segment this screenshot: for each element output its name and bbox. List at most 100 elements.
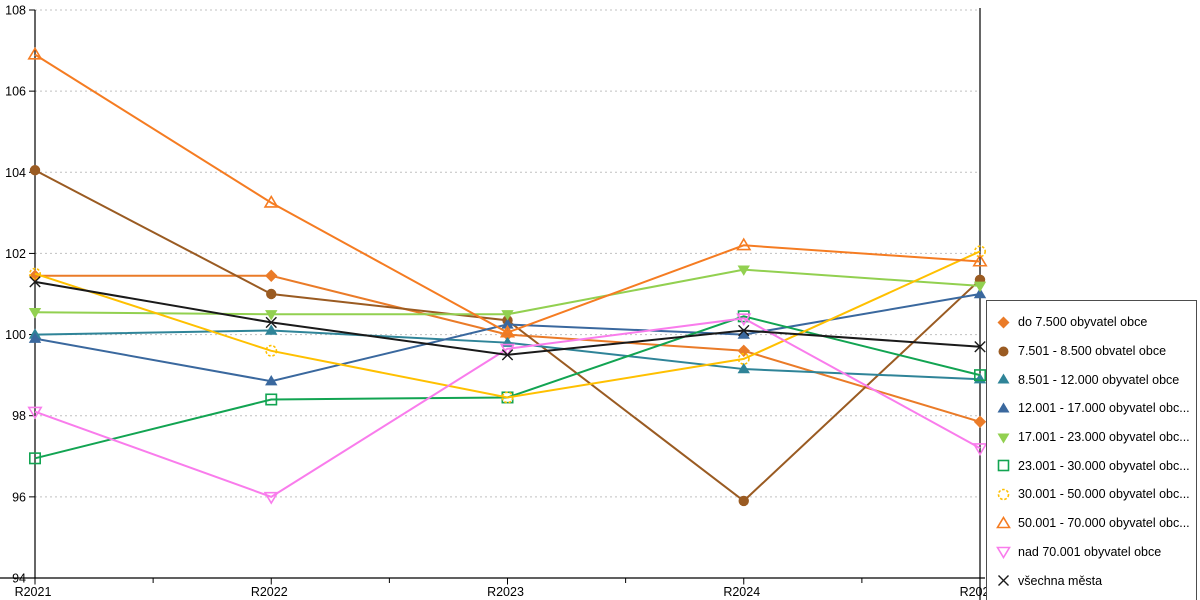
triangle-up-marker-icon — [263, 194, 279, 208]
triangle-down-marker-icon — [28, 308, 42, 319]
legend-x-icon — [998, 575, 1009, 587]
y-tick-label: 106 — [5, 85, 26, 99]
x-tick-label: R2024 — [723, 585, 760, 599]
legend-square-icon — [997, 459, 1010, 472]
triangle-up-marker-icon — [997, 402, 1010, 413]
y-tick-label: 94 — [12, 572, 26, 586]
triangle-up-marker-icon — [973, 287, 987, 299]
circle-marker-icon — [737, 352, 750, 365]
series-17-001-23-000-obyvatel-obc- — [28, 265, 987, 321]
y-tick-label: 96 — [12, 490, 26, 504]
legend-diamond-icon — [997, 316, 1010, 329]
triangle-up-marker-icon — [265, 324, 278, 335]
legend-triangle-up-icon — [997, 402, 1010, 413]
legend-item-label: 12.001 - 17.000 obyvatel obc... — [1018, 401, 1190, 416]
triangle-down-marker-icon — [972, 443, 988, 456]
triangle-up-marker-icon — [28, 332, 42, 343]
diamond-marker-icon — [997, 316, 1010, 329]
x-marker-icon — [29, 276, 41, 288]
triangle-up-marker-icon — [736, 237, 752, 251]
triangle-down-marker-icon — [265, 310, 278, 321]
square-marker-icon — [28, 452, 41, 465]
y-tick-label: 102 — [5, 247, 26, 261]
series-12-001-17-000-obyvatel-obc- — [28, 287, 987, 386]
triangle-down-marker-icon — [501, 310, 514, 321]
legend-item[interactable]: 50.001 - 70.000 obyvatel obc... — [996, 509, 1196, 538]
circle-marker-icon — [266, 288, 277, 300]
legend: do 7.500 obyvatel obce 7.501 - 8.500 obva… — [986, 300, 1197, 600]
legend-triangle-up-icon — [996, 515, 1011, 528]
circle-marker-icon — [265, 344, 278, 357]
legend-triangle-down-icon — [996, 547, 1011, 560]
legend-item[interactable]: do 7.500 obyvatel obce — [996, 308, 1196, 337]
x-tick-label: R2023 — [487, 585, 524, 599]
triangle-down-marker-icon — [996, 547, 1011, 560]
triangle-down-marker-icon — [736, 313, 752, 327]
legend-item-label: 30.001 - 50.000 obyvatel obc... — [1018, 487, 1190, 502]
triangle-down-marker-icon — [973, 281, 987, 293]
legend-item-label: nad 70.001 obyvatel obce — [1018, 544, 1162, 559]
x-marker-icon — [501, 349, 514, 361]
y-tick-label: 100 — [5, 328, 26, 342]
triangle-down-marker-icon — [263, 491, 279, 505]
x-tick-label: R2021 — [15, 585, 52, 599]
x-marker-icon — [265, 316, 277, 329]
triangle-up-marker-icon — [996, 515, 1011, 528]
series-line — [34, 53, 981, 334]
legend-item[interactable]: 17.001 - 23.000 obyvatel obc... — [996, 423, 1196, 452]
triangle-up-marker-icon — [499, 324, 516, 338]
legend-triangle-up-icon — [997, 373, 1010, 384]
x-marker-icon — [738, 324, 750, 337]
legend-item[interactable]: 23.001 - 30.000 obyvatel obc... — [996, 451, 1196, 480]
x-marker-icon — [974, 341, 986, 353]
triangle-up-marker-icon — [997, 373, 1010, 384]
circle-marker-icon — [501, 391, 514, 404]
square-marker-icon — [265, 393, 278, 406]
legend-item-label: 17.001 - 23.000 obyvatel obc... — [1018, 430, 1190, 445]
triangle-down-marker-icon — [737, 265, 750, 276]
triangle-up-marker-icon — [501, 318, 514, 329]
series-line — [34, 317, 981, 498]
diamond-marker-icon — [973, 415, 987, 428]
legend-item[interactable]: 8.501 - 12.000 obyvatel obce — [996, 365, 1196, 394]
legend-item-label: 8.501 - 12.000 obyvatel obce — [1018, 372, 1180, 387]
triangle-down-marker-icon — [499, 343, 516, 357]
legend-item[interactable]: všechna města — [996, 566, 1196, 595]
legend-circle-icon — [997, 488, 1010, 501]
series-50-001-70-000-obyvatel-obc- — [27, 46, 988, 338]
triangle-down-marker-icon — [27, 406, 43, 420]
diamond-marker-icon — [265, 269, 278, 282]
legend-item-label: 7.501 - 8.500 obvatel obce — [1018, 344, 1167, 359]
circle-marker-icon — [973, 245, 986, 258]
triangle-up-marker-icon — [737, 328, 750, 339]
legend-item[interactable]: nad 70.001 obyvatel obce — [996, 538, 1196, 567]
triangle-up-marker-icon — [265, 375, 278, 386]
x-marker-icon — [998, 575, 1009, 587]
legend-item-label: 50.001 - 70.000 obyvatel obc... — [1018, 516, 1190, 531]
circle-marker-icon — [29, 165, 41, 176]
triangle-up-marker-icon — [972, 253, 988, 267]
y-tick-label: 104 — [5, 166, 26, 180]
square-marker-icon — [997, 459, 1010, 472]
series-nad-70-001-obyvatel-obce — [27, 313, 988, 505]
legend-item-label: všechna města — [1018, 573, 1103, 588]
legend-item-label: 23.001 - 30.000 obyvatel obc... — [1018, 458, 1190, 473]
series-line — [34, 250, 981, 399]
y-tick-label: 98 — [12, 409, 26, 423]
triangle-up-marker-icon — [737, 362, 750, 374]
legend-triangle-down-icon — [997, 433, 1010, 444]
legend-item-label: do 7.500 obyvatel obce — [1018, 315, 1148, 330]
triangle-up-marker-icon — [27, 46, 43, 60]
legend-item[interactable]: 7.501 - 8.500 obvatel obce — [996, 337, 1196, 366]
legend-item[interactable]: 12.001 - 17.000 obyvatel obc... — [996, 394, 1196, 423]
legend-item[interactable]: 30.001 - 50.000 obyvatel obc... — [996, 480, 1196, 509]
legend-circle-icon — [998, 346, 1009, 357]
x-tick-label: R2022 — [251, 585, 288, 599]
circle-marker-icon — [997, 488, 1010, 501]
circle-marker-icon — [998, 346, 1009, 357]
series-v-echna-m-sta — [29, 276, 986, 361]
circle-marker-icon — [738, 495, 749, 507]
triangle-down-marker-icon — [997, 433, 1010, 444]
